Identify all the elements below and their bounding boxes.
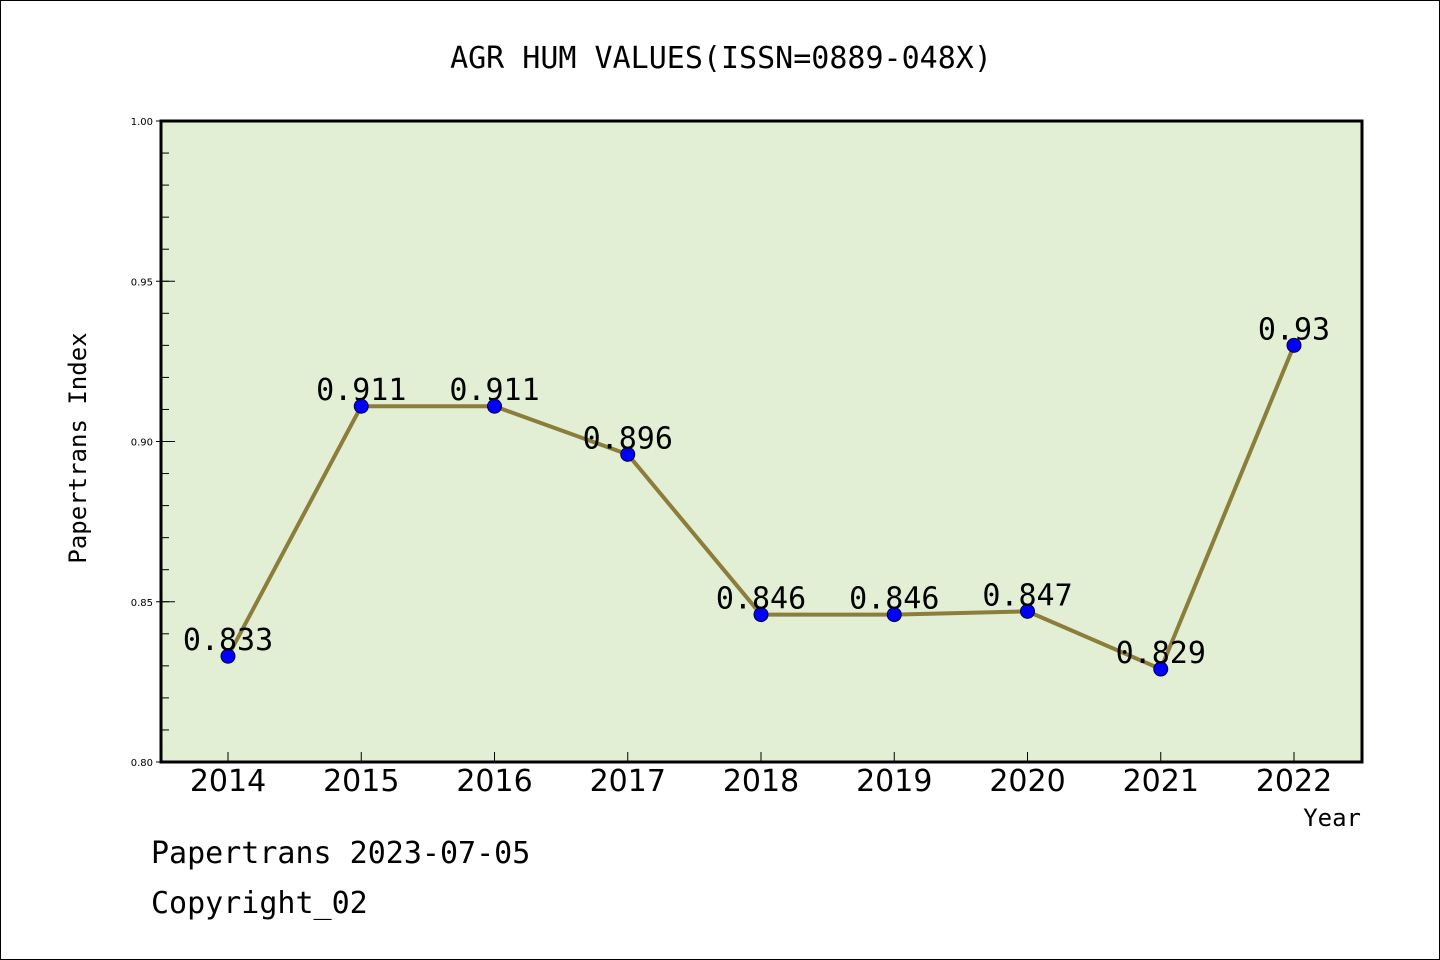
plot-area [159,119,1364,764]
x-tick-label: 2016 [456,764,532,799]
y-tick-label: 0.85 [131,598,153,609]
x-tick-label: 2014 [190,764,266,799]
data-point-marker [1286,337,1302,353]
data-label: 0.93 [1258,312,1330,347]
y-tick-label: 0.80 [131,758,153,769]
data-label: 0.911 [316,373,406,408]
data-labels: 0.833 0.911 0.911 0.896 0.846 0.846 0.847 0.829… [183,312,1330,671]
x-tick-label: 2020 [989,764,1065,799]
x-axis-label: Year [1303,804,1361,832]
y-axis-label: Papertrans Index [64,332,92,563]
y-tick-label: 0.95 [131,277,153,288]
x-tick-label: 2019 [856,764,932,799]
data-label: 0.829 [1116,636,1206,671]
x-tick-label: 2018 [723,764,799,799]
x-tick-label: 2021 [1123,764,1199,799]
y-axis: 0.80 0.85 0.90 0.95 1.00 [131,117,175,769]
data-point-marker [620,446,636,462]
data-point-marker [1020,603,1035,619]
data-point-marker [1153,661,1169,677]
y-tick-label: 0.90 [131,438,153,449]
data-label: 0.847 [982,578,1072,613]
data-point-marker [886,607,902,623]
data-label: 0.846 [716,582,806,617]
x-tick-label: 2015 [323,764,399,799]
x-axis: 2014 2015 2016 2017 2018 2019 2020 2021 2022 [190,752,1332,799]
footer-date: Papertrans 2023-07-05 [151,836,531,871]
data-point-marker [353,398,369,414]
data-label: 0.833 [183,623,273,658]
footer-copyright: Copyright_02 [151,886,368,921]
data-label: 0.911 [449,373,539,408]
data-point-marker [220,648,236,664]
data-label: 0.896 [583,421,673,456]
chart-title: AGR HUM VALUES(ISSN=0889-048X) [450,41,992,76]
data-label: 0.846 [849,582,939,617]
data-point-marker [487,398,502,414]
data-point-marker [753,607,769,623]
x-tick-label: 2022 [1256,764,1332,799]
y-tick-label: 1.00 [131,117,153,128]
series-line-group [220,337,1302,677]
x-tick-label: 2017 [590,764,666,799]
